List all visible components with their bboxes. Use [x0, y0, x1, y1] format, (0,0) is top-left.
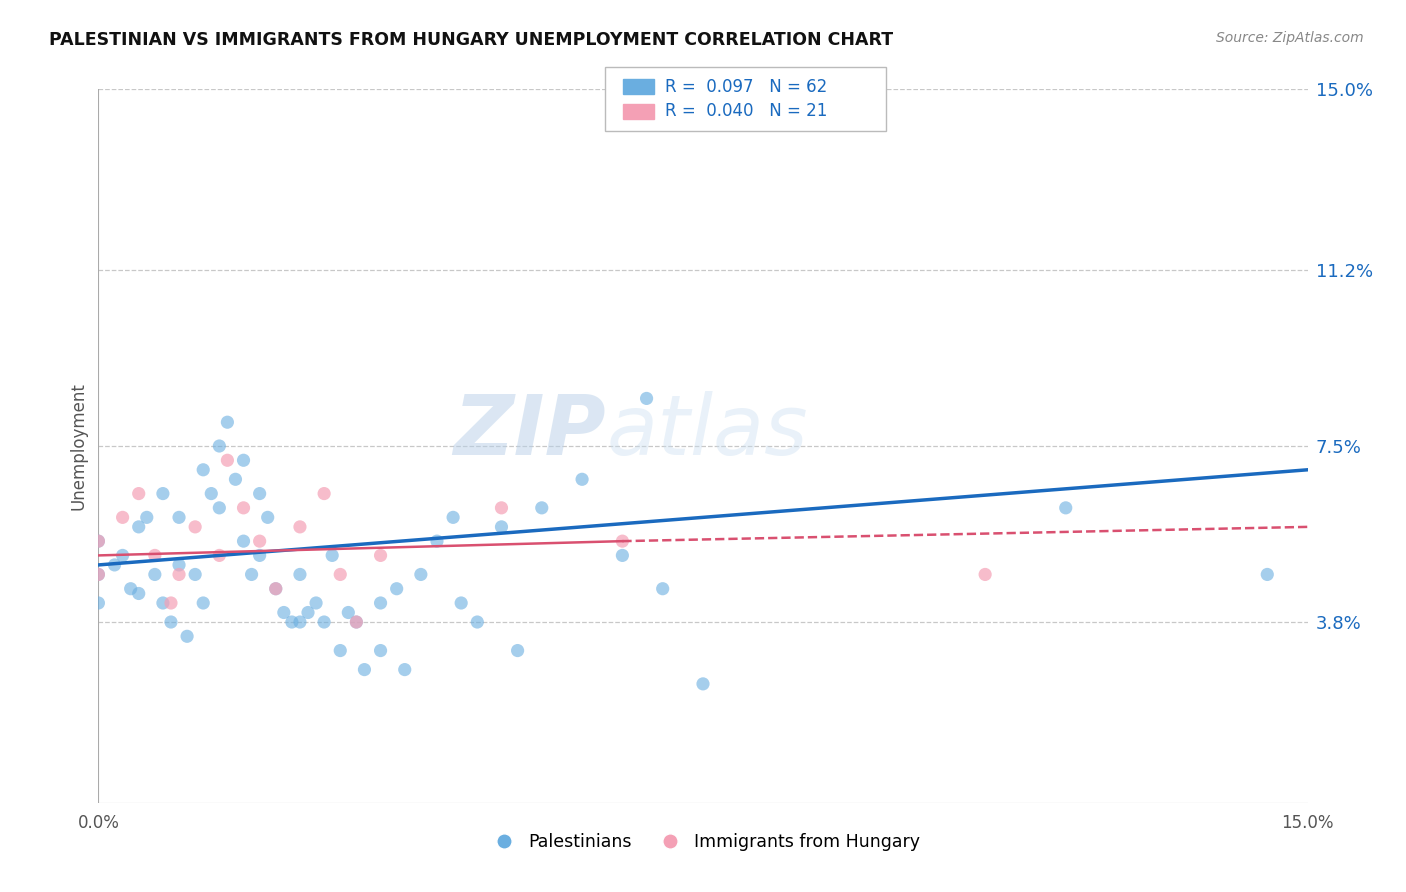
Point [167, 567, 190, 582]
Point [128, 520, 150, 534]
Point [87, 596, 110, 610]
Point [128, 586, 150, 600]
Point [297, 606, 319, 620]
Point [344, 615, 367, 629]
Point [394, 663, 416, 677]
Point [1256, 567, 1278, 582]
Point [160, 596, 183, 610]
Point [692, 677, 714, 691]
Point [288, 520, 311, 534]
Point [288, 615, 311, 629]
Point [87, 534, 110, 549]
Point [232, 534, 254, 549]
Point [651, 582, 673, 596]
Point [370, 596, 392, 610]
Point [344, 615, 367, 629]
Point [167, 510, 190, 524]
Point [506, 643, 529, 657]
Point [465, 615, 488, 629]
Text: R =  0.097   N = 62: R = 0.097 N = 62 [665, 78, 827, 95]
Y-axis label: Unemployment: Unemployment [69, 382, 87, 510]
Point [167, 558, 190, 572]
Point [491, 520, 513, 534]
Point [152, 486, 174, 500]
Point [385, 582, 408, 596]
Point [321, 549, 343, 563]
Text: Source: ZipAtlas.com: Source: ZipAtlas.com [1216, 31, 1364, 45]
Point [314, 615, 336, 629]
Point [249, 549, 271, 563]
Point [193, 463, 215, 477]
Point [256, 510, 278, 524]
Point [208, 500, 231, 515]
Point [273, 606, 295, 620]
Point [143, 549, 166, 563]
Point [612, 549, 634, 563]
Point [103, 558, 125, 572]
Point [329, 643, 352, 657]
Point [974, 567, 997, 582]
Point [143, 567, 166, 582]
Point [314, 486, 336, 500]
Point [200, 486, 222, 500]
Point [87, 567, 110, 582]
Point [87, 534, 110, 549]
Point [370, 643, 392, 657]
Point [111, 510, 134, 524]
Point [530, 500, 553, 515]
Point [264, 582, 287, 596]
Point [281, 615, 304, 629]
Point [217, 453, 239, 467]
Point [249, 486, 271, 500]
Point [571, 472, 593, 486]
Point [193, 596, 215, 610]
Point [337, 606, 360, 620]
Legend: Palestinians, Immigrants from Hungary: Palestinians, Immigrants from Hungary [479, 827, 927, 858]
Point [249, 534, 271, 549]
Point [176, 629, 198, 643]
Point [441, 510, 464, 524]
Point [224, 472, 246, 486]
Point [128, 486, 150, 500]
Point [426, 534, 449, 549]
Point [240, 567, 263, 582]
Point [264, 582, 287, 596]
Point [120, 582, 142, 596]
Point [208, 439, 231, 453]
Point [636, 392, 658, 406]
Point [370, 549, 392, 563]
Point [184, 520, 207, 534]
Point [305, 596, 328, 610]
Text: atlas: atlas [606, 392, 808, 472]
Point [111, 549, 134, 563]
Point [152, 596, 174, 610]
Point [232, 453, 254, 467]
Point [208, 549, 231, 563]
Text: R =  0.040   N = 21: R = 0.040 N = 21 [665, 103, 827, 120]
Point [87, 567, 110, 582]
Point [232, 500, 254, 515]
Text: PALESTINIAN VS IMMIGRANTS FROM HUNGARY UNEMPLOYMENT CORRELATION CHART: PALESTINIAN VS IMMIGRANTS FROM HUNGARY U… [49, 31, 893, 49]
Point [135, 510, 157, 524]
Point [184, 567, 207, 582]
Point [491, 500, 513, 515]
Point [217, 415, 239, 429]
Point [450, 596, 472, 610]
Point [160, 615, 183, 629]
Point [1054, 500, 1077, 515]
Text: ZIP: ZIP [454, 392, 606, 472]
Point [353, 663, 375, 677]
Point [288, 567, 311, 582]
Point [612, 534, 634, 549]
Point [329, 567, 352, 582]
Point [409, 567, 432, 582]
